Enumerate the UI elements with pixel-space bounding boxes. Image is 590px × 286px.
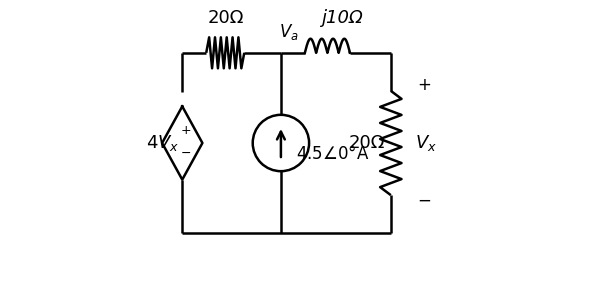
Text: j10Ω: j10Ω [320, 9, 362, 27]
Text: $V_x$: $V_x$ [415, 133, 437, 153]
Text: $4V_x$: $4V_x$ [146, 133, 179, 153]
Text: $V_a$: $V_a$ [280, 22, 299, 42]
Text: 20Ω: 20Ω [208, 9, 244, 27]
Text: +: + [417, 76, 431, 94]
Text: +: + [181, 124, 191, 137]
Text: $4.5\angle0°\mathrm{A}$: $4.5\angle0°\mathrm{A}$ [296, 145, 370, 163]
Text: −: − [181, 147, 191, 160]
Text: 20Ω: 20Ω [349, 134, 385, 152]
Text: −: − [417, 192, 431, 210]
